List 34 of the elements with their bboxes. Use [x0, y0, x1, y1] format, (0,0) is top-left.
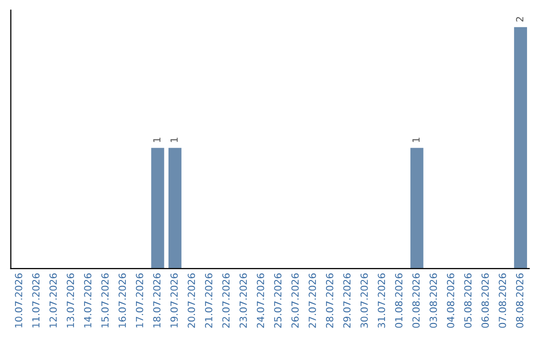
x-tick-label: 23.07.2026 [240, 273, 247, 328]
x-tick-label: 27.07.2026 [308, 273, 316, 328]
x-tick-label: 28.07.2026 [326, 273, 334, 328]
x-tick-label: 13.07.2026 [66, 273, 74, 328]
x-tick-label: 19.07.2026 [170, 273, 178, 328]
x-tick-label: 18.07.2026 [153, 273, 160, 328]
x-tick-label: 25.07.2026 [274, 273, 282, 328]
x-tick-label: 22.07.2026 [222, 273, 230, 328]
x-tick-label: 05.08.2026 [464, 273, 472, 328]
x-tick-label: 24.07.2026 [256, 273, 264, 328]
x-tick-label: 03.08.2026 [430, 273, 437, 328]
data-label: 1 [412, 138, 420, 142]
x-tick-label: 21.07.2026 [204, 273, 212, 328]
data-label: 1 [153, 138, 160, 142]
x-tick-label: 20.07.2026 [188, 273, 196, 328]
x-tick-label: 26.07.2026 [291, 273, 299, 328]
data-label: 2 [516, 17, 524, 22]
x-tick-label: 08.08.2026 [516, 273, 524, 328]
data-label: 1 [170, 138, 178, 142]
x-tick-label: 12.07.2026 [49, 273, 57, 328]
x-tick-label: 11.07.2026 [32, 273, 40, 328]
x-tick-label: 07.08.2026 [498, 273, 506, 328]
x-tick-label: 17.07.2026 [136, 273, 144, 328]
x-tick-label: 30.07.2026 [360, 273, 368, 328]
x-tick-label: 01.08.2026 [395, 273, 402, 328]
x-tick-label: 04.08.2026 [446, 273, 454, 328]
x-tick-label: 31.07.2026 [378, 273, 386, 328]
x-tick-label: 29.07.2026 [343, 273, 351, 328]
x-tick-label: 10.07.2026 [14, 273, 22, 328]
x-tick-label: 06.08.2026 [481, 273, 489, 328]
x-tick-label: 15.07.2026 [101, 273, 109, 328]
x-tick-label: 02.08.2026 [412, 273, 420, 328]
x-tick-label: 16.07.2026 [118, 273, 126, 328]
x-tick-label: 14.07.2026 [84, 273, 92, 328]
